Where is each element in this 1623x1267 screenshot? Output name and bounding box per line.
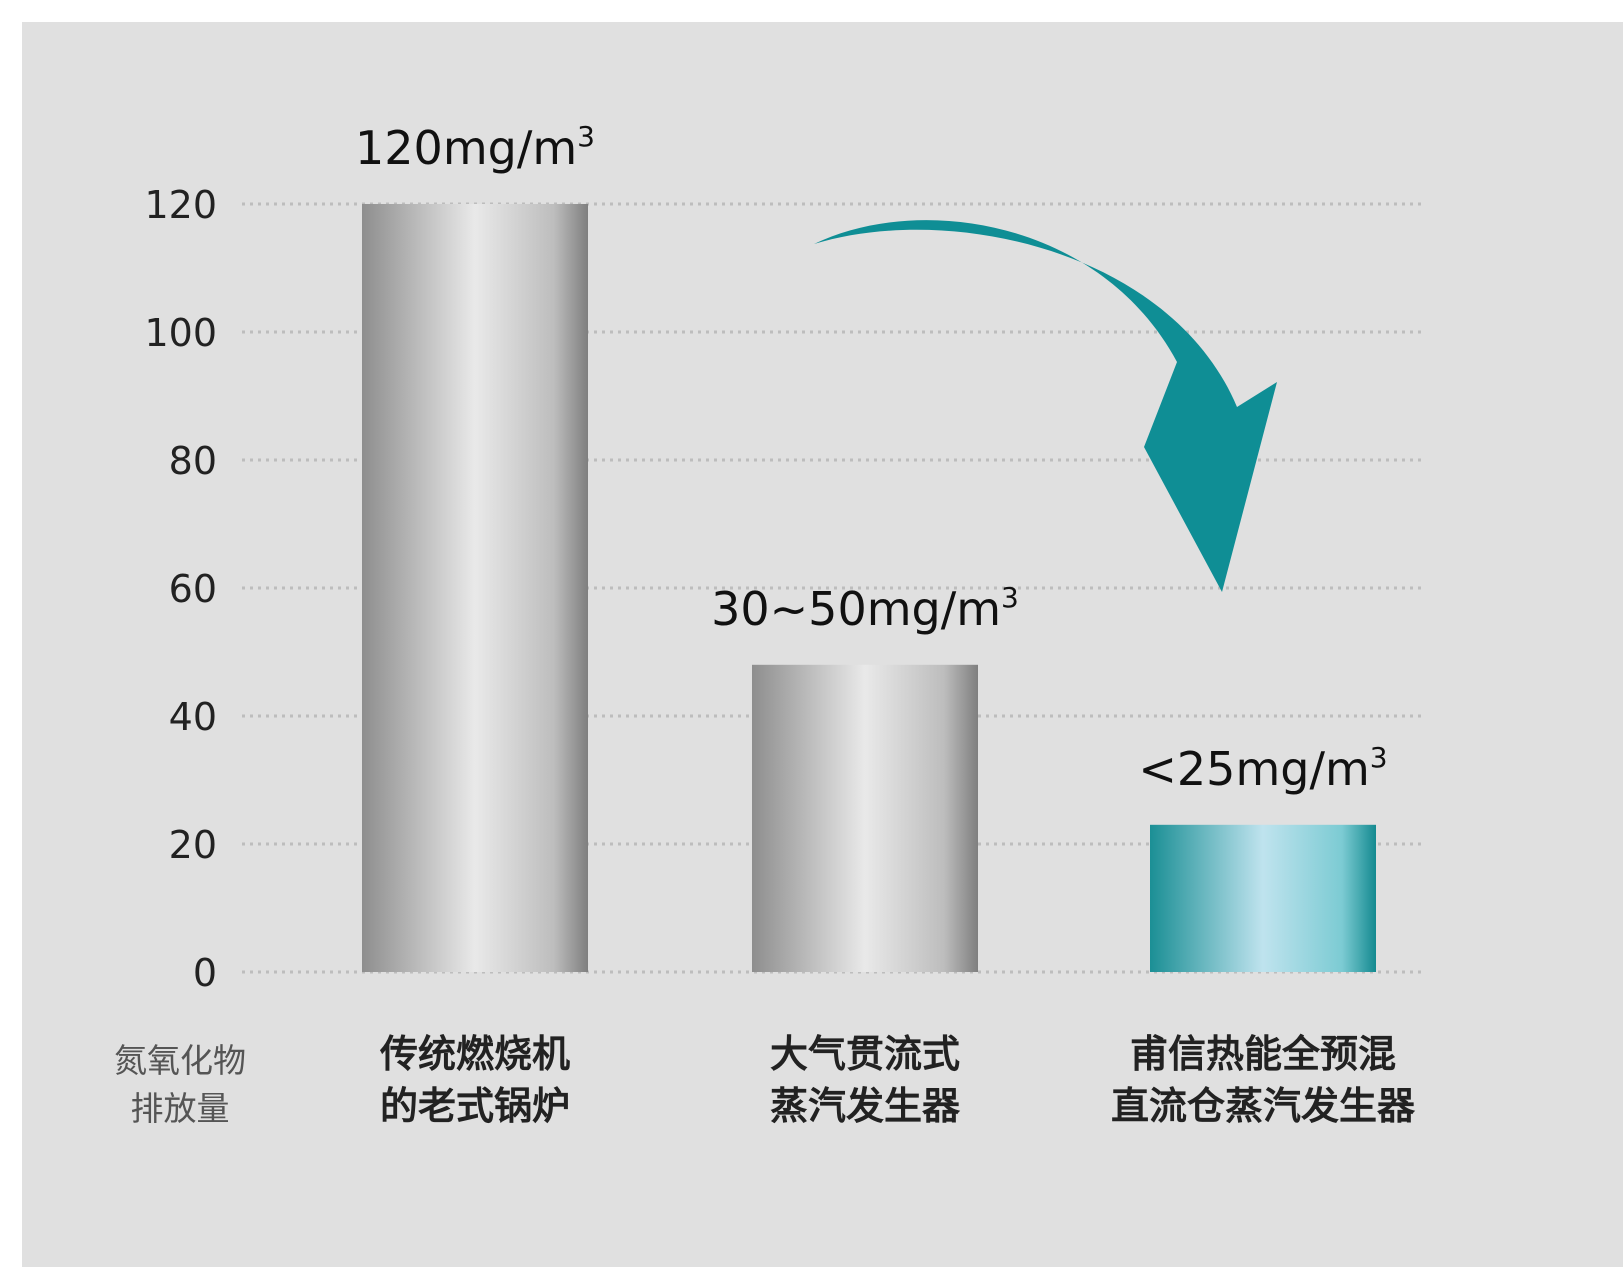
bars xyxy=(362,204,1376,972)
value-labels: 120mg/m3 30~50mg/m3 <25mg/m3 xyxy=(355,120,1388,796)
bar xyxy=(362,204,588,972)
downward-curved-arrow-icon xyxy=(814,220,1277,593)
x-tick-label: 传统燃烧机 xyxy=(379,1032,570,1076)
y-tick-label: 40 xyxy=(169,695,217,739)
y-axis-label-line: 氮氧化物 xyxy=(114,1041,246,1080)
x-tick-label: 的老式锅炉 xyxy=(380,1084,570,1128)
bar xyxy=(752,664,978,972)
y-tick-label: 0 xyxy=(193,951,217,995)
value-label: 30~50mg/m3 xyxy=(711,581,1019,636)
x-tick-label: 大气贯流式 xyxy=(770,1032,960,1076)
value-label: 120mg/m3 xyxy=(355,120,595,175)
x-tick-label: 蒸汽发生器 xyxy=(770,1084,961,1128)
x-tick-label: 直流仓蒸汽发生器 xyxy=(1111,1084,1416,1128)
y-axis-label-line: 排放量 xyxy=(131,1089,230,1128)
y-tick-label: 80 xyxy=(169,439,217,483)
y-tick-label: 100 xyxy=(144,311,217,355)
y-axis: 0 20 40 60 80 100 120 xyxy=(144,183,217,995)
y-tick-label: 60 xyxy=(169,567,217,611)
value-label: <25mg/m3 xyxy=(1138,741,1387,796)
chart-panel: 0 20 40 60 80 100 120 120mg/m3 30~50mg/m3 <25mg/… xyxy=(22,22,1623,1267)
x-tick-label: 甫信热能全预混 xyxy=(1130,1032,1396,1076)
y-tick-label: 20 xyxy=(169,823,217,867)
bar-chart: 0 20 40 60 80 100 120 120mg/m3 30~50mg/m3 <25mg/… xyxy=(114,120,1424,1128)
bar xyxy=(1150,824,1376,972)
y-tick-label: 120 xyxy=(144,183,217,227)
